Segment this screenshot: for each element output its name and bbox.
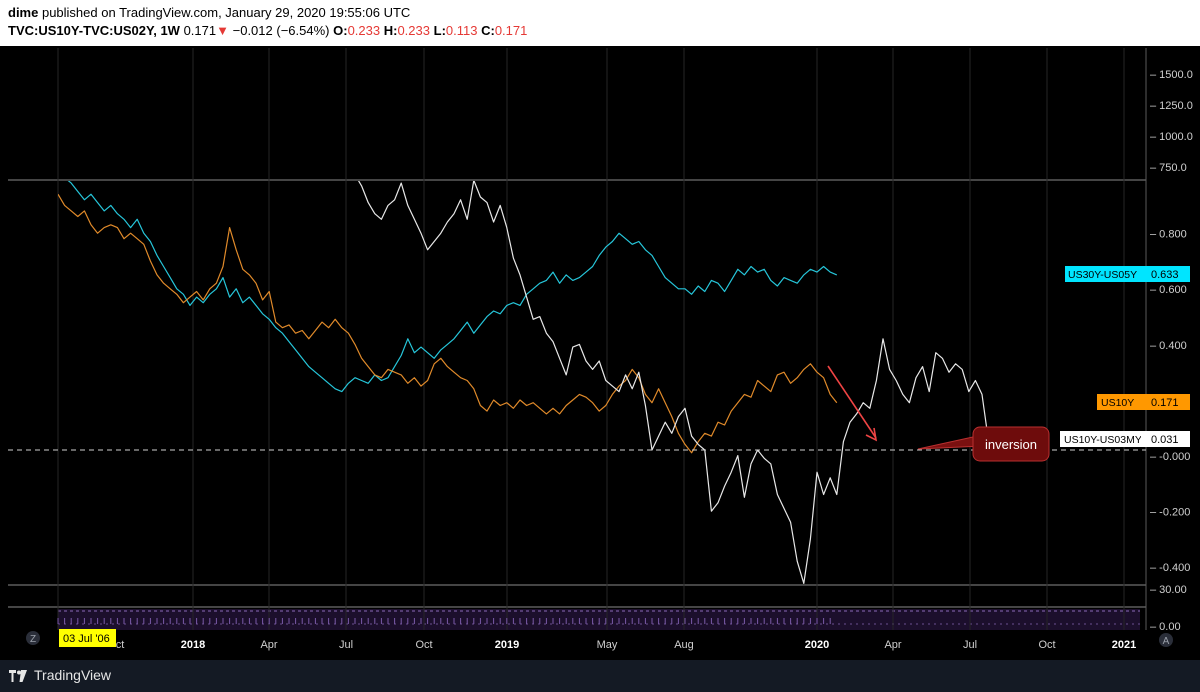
x-tick-2021: 2021 xyxy=(1112,639,1136,651)
trend-arrow-icon xyxy=(827,365,878,442)
date-badge-text: 03 Jul '06 xyxy=(63,633,110,645)
close-value: 0.171 xyxy=(494,23,528,38)
open-label: O: xyxy=(333,23,348,38)
last-value: 0.171 xyxy=(183,23,217,38)
ohlc-line: TVC:US10Y-TVC:US02Y, 1W 0.171▼ −0.012 (−… xyxy=(8,23,527,38)
main-tick-1: – 0.600 xyxy=(1150,284,1187,296)
main-tick-0: – 0.800 xyxy=(1150,229,1187,241)
upper-tick-2: – 1000.0 xyxy=(1150,131,1193,143)
open-value: 0.233 xyxy=(347,23,381,38)
x-tick-ct: ct xyxy=(116,639,125,651)
series-name-us10y: US10Y xyxy=(1101,397,1134,409)
upper-tick-1: – 1250.0 xyxy=(1150,100,1193,112)
low-value: 0.113 xyxy=(445,23,478,38)
auto-scale-button[interactable]: A xyxy=(1159,633,1173,647)
x-tick-apr: Apr xyxy=(260,639,277,651)
inversion-callout: inversion xyxy=(917,426,1050,462)
high-label: H: xyxy=(383,23,398,38)
x-tick-jul: Jul xyxy=(963,639,977,651)
low-label: L: xyxy=(433,23,446,38)
inversion-label: inversion xyxy=(985,437,1037,452)
x-tick-apr: Apr xyxy=(884,639,901,651)
x-tick-oct: Oct xyxy=(415,639,432,651)
interval-label: 1W xyxy=(160,23,180,38)
symbol-label: TVC:US10Y-TVC:US02Y, xyxy=(8,23,157,38)
series-label-us10y-us03my: US10Y-US03MY 0.031 xyxy=(1060,431,1190,447)
down-arrow-icon: ▼ xyxy=(216,23,229,38)
main-tick-6: – -0.400 xyxy=(1150,562,1190,574)
series-value-us30y-us05y: 0.633 xyxy=(1151,269,1179,281)
series-name-us30y-us05y: US30Y-US05Y xyxy=(1068,269,1137,281)
publish-info: dime published on TradingView.com, Janua… xyxy=(8,5,410,20)
chart-area[interactable]: – 1500.0 – 1250.0 – 1000.0 – 750.0 – 0.800 – … xyxy=(0,46,1200,660)
x-tick-may: May xyxy=(597,639,618,651)
vertical-gridlines xyxy=(57,48,1125,630)
zoom-z-icon: Z xyxy=(30,634,36,645)
series-label-us30y-us05y: US30Y-US05Y 0.633 xyxy=(1065,266,1190,282)
x-tick-2018: 2018 xyxy=(181,639,205,651)
series-name-us10y-us03my: US10Y-US03MY xyxy=(1064,434,1142,446)
series-layer xyxy=(57,181,990,624)
series-label-us10y: US10Y 0.171 xyxy=(1097,394,1190,410)
publish-text: published on TradingView.com, January 29… xyxy=(41,5,411,20)
upper-tick-3: – 750.0 xyxy=(1150,162,1187,174)
upper-tick-0: – 1500.0 xyxy=(1150,69,1193,81)
date-badge: 03 Jul '06 xyxy=(59,629,116,647)
auto-scale-icon: A xyxy=(1163,636,1170,647)
main-tick-2: – 0.400 xyxy=(1150,340,1187,352)
main-tick-4: – -0.000 xyxy=(1150,451,1190,463)
tradingview-brand[interactable]: TradingView xyxy=(34,667,112,683)
series-value-us10y-us03my: 0.031 xyxy=(1151,434,1179,446)
chart-header: dime published on TradingView.com, Janua… xyxy=(0,0,1200,46)
x-tick-jul: Jul xyxy=(339,639,353,651)
high-value: 0.233 xyxy=(397,23,430,38)
series-line-us10y xyxy=(58,193,838,454)
x-tick-2020: 2020 xyxy=(805,639,829,651)
footer-bar: TradingView xyxy=(0,660,1200,692)
lower-tick-0: – 30.00 xyxy=(1150,584,1187,596)
tradingview-logo-icon xyxy=(9,670,27,682)
lower-tick-1: – 0.00 xyxy=(1150,621,1181,633)
price-axis: – 1500.0 – 1250.0 – 1000.0 – 750.0 – 0.800 – … xyxy=(1150,69,1193,633)
author-name: dime xyxy=(8,5,39,20)
x-tick-aug: Aug xyxy=(674,639,694,651)
x-tick-oct: Oct xyxy=(1038,639,1055,651)
zoom-z-button[interactable]: Z xyxy=(26,631,40,645)
series-line-us30y-us05y xyxy=(67,181,838,393)
x-tick-2019: 2019 xyxy=(495,639,519,651)
series-value-us10y: 0.171 xyxy=(1151,397,1179,409)
close-label: C: xyxy=(481,23,495,38)
main-tick-5: – -0.200 xyxy=(1150,507,1190,519)
change-value: −0.012 (−6.54%) xyxy=(232,23,330,38)
time-axis: ct 2018 Apr Jul Oct 2019 May Aug 2020 Apr Jul Oct 20… xyxy=(116,639,1137,651)
series-line-us10y-us03my xyxy=(357,181,990,584)
